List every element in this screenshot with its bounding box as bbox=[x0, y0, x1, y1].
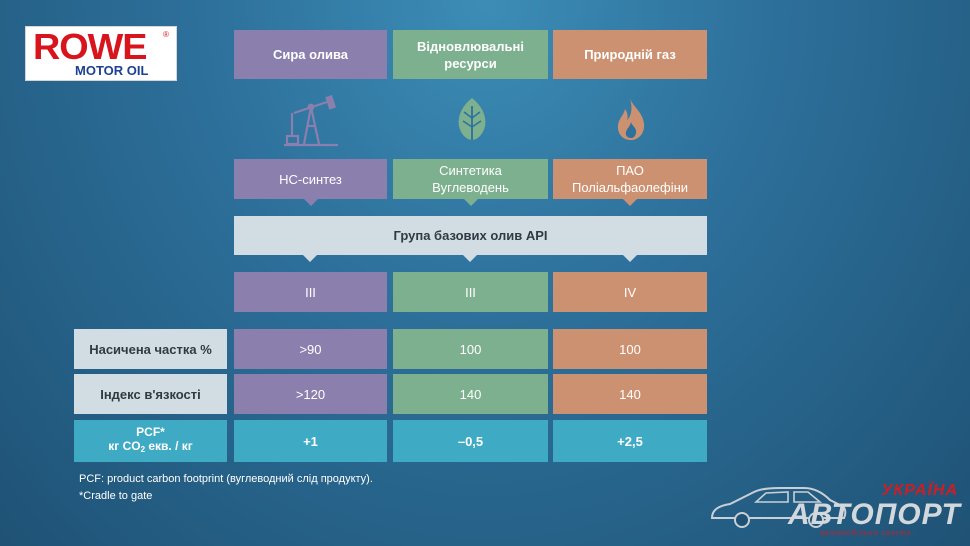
product-sublabel: Поліальфаолефіни bbox=[571, 180, 689, 195]
table-cell: 140 bbox=[393, 374, 548, 414]
table-cell: >90 bbox=[234, 329, 387, 369]
source-label: Сира олива bbox=[272, 47, 349, 62]
source-renewables: Відновлювальні ресурси bbox=[393, 30, 548, 79]
group-value: III bbox=[393, 272, 548, 312]
product-label: НС-синтез bbox=[279, 171, 342, 187]
product-hc-synthesis: НС-синтез bbox=[234, 159, 387, 206]
group-value: IV bbox=[553, 272, 707, 312]
watermark-tagline: автомобільна газета bbox=[820, 530, 912, 537]
pcf-value: –0,5 bbox=[393, 420, 548, 462]
pcf-value: +2,5 bbox=[553, 420, 707, 462]
logo-registered-mark: ® bbox=[163, 30, 169, 39]
table-cell: 140 bbox=[553, 374, 707, 414]
api-pointer-1 bbox=[303, 255, 317, 262]
cell-value: >90 bbox=[299, 341, 322, 357]
avtoport-watermark: УКРАЇНА АВТОПОРТ автомобільна газета bbox=[708, 478, 964, 540]
source-natural-gas: Природній газ bbox=[553, 30, 707, 79]
pcf-unit-post: екв. / кг bbox=[145, 439, 193, 453]
product-pao: ПАО Поліальфаолефіни bbox=[553, 159, 707, 206]
product-label: ПАО bbox=[616, 163, 644, 178]
row-label-pcf: PCF* кг CO2 екв. / кг bbox=[74, 420, 227, 462]
api-group-label: Група базових олив API bbox=[393, 228, 548, 243]
product-label: Синтетика bbox=[439, 163, 502, 178]
table-cell: 100 bbox=[553, 329, 707, 369]
watermark-region: УКРАЇНА bbox=[881, 482, 958, 499]
cell-value: 140 bbox=[459, 386, 482, 402]
cell-value: >120 bbox=[295, 386, 326, 402]
logo-subtitle: MOTOR OIL bbox=[75, 63, 149, 78]
watermark-name: АВТОПОРТ bbox=[788, 498, 961, 531]
cell-value: 100 bbox=[619, 341, 641, 357]
api-pointer-2 bbox=[463, 255, 477, 262]
group-value: III bbox=[234, 272, 387, 312]
logo-brand: ROWE bbox=[33, 26, 147, 67]
table-cell: 100 bbox=[393, 329, 548, 369]
cell-value: 140 bbox=[619, 386, 641, 402]
group-value-text: III bbox=[305, 284, 316, 300]
row-label-viscosity-index: Індекс в'язкості bbox=[74, 374, 227, 414]
car-icon bbox=[710, 487, 847, 528]
pcf-unit-subscript: 2 bbox=[140, 445, 146, 454]
leaf-icon bbox=[458, 98, 486, 140]
oil-pump-icon bbox=[284, 95, 338, 147]
row-label-saturates: Насичена частка % bbox=[74, 329, 227, 369]
pcf-value-text: –0,5 bbox=[457, 433, 484, 449]
row-label-text: Насичена частка % bbox=[89, 341, 212, 357]
row-label-text: Індекс в'язкості bbox=[100, 386, 201, 402]
pcf-label-unit: кг CO2 екв. / кг bbox=[108, 439, 193, 457]
cell-value: 100 bbox=[459, 341, 482, 357]
footnote-cradle: *Cradle to gate bbox=[79, 490, 153, 502]
pcf-label-title: PCF* bbox=[136, 425, 165, 439]
pcf-value: +1 bbox=[234, 420, 387, 462]
source-label: Відновлювальні ресурси bbox=[417, 38, 524, 71]
product-sublabel: Вуглеводень bbox=[432, 180, 509, 195]
pcf-value-text: +2,5 bbox=[617, 433, 643, 449]
product-synthetic-hydrocarbon: Синтетика Вуглеводень bbox=[393, 159, 548, 206]
footnote-pcf: PCF: product carbon footprint (вуглеводн… bbox=[79, 473, 373, 485]
source-crude-oil: Сира олива bbox=[234, 30, 387, 79]
pcf-unit-pre: кг CO bbox=[108, 439, 141, 453]
flame-icon bbox=[617, 98, 645, 140]
api-pointer-3 bbox=[623, 255, 637, 262]
api-group-banner: Група базових олив API bbox=[234, 216, 707, 255]
group-value-text: III bbox=[465, 284, 476, 300]
table-cell: >120 bbox=[234, 374, 387, 414]
source-label: Природній газ bbox=[584, 47, 676, 62]
rowe-logo: ROWE ® MOTOR OIL bbox=[25, 26, 177, 81]
group-value-text: IV bbox=[623, 284, 637, 300]
pcf-value-text: +1 bbox=[303, 433, 318, 449]
